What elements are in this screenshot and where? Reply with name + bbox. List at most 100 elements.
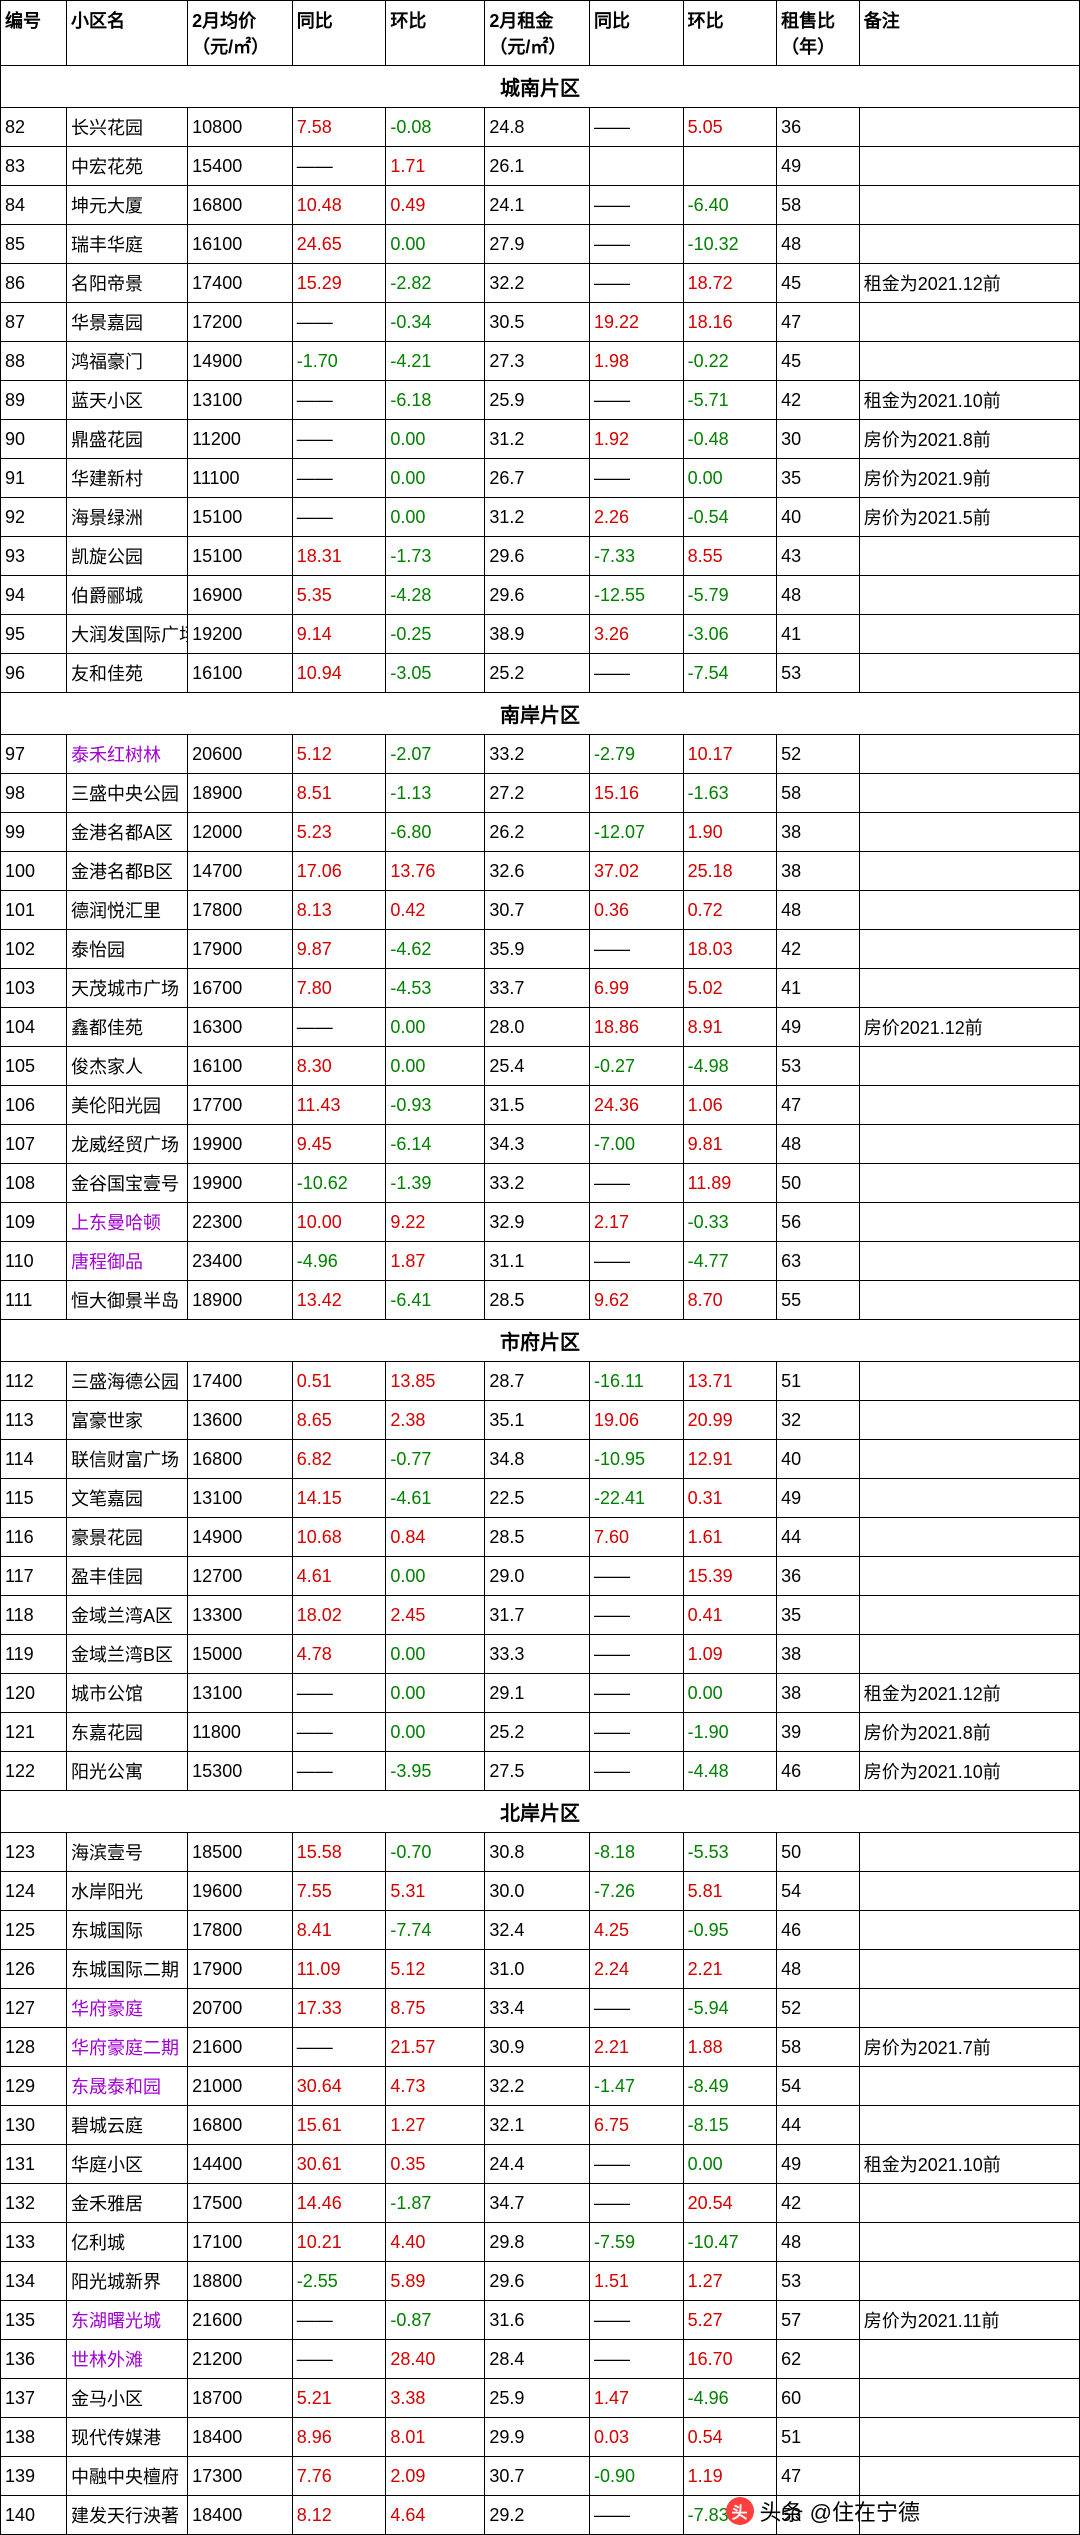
cell: 7.80 [292,969,386,1008]
cell: 106 [1,1086,67,1125]
cell: 27.9 [485,225,590,264]
cell: 18500 [188,1833,293,1872]
section-title: 城南片区 [1,66,1080,108]
cell: 28.7 [485,1362,590,1401]
table-row: 133亿利城1710010.214.4029.8-7.59-10.4748 [1,2223,1080,2262]
cell: 5.27 [683,2301,777,2340]
cell: 2.38 [386,1401,485,1440]
cell: 5.35 [292,576,386,615]
cell: 13300 [188,1596,293,1635]
table-row: 88鸿福豪门14900-1.70-4.2127.31.98-0.2245 [1,342,1080,381]
cell: 42 [777,381,860,420]
cell: 49 [777,1479,860,1518]
cell: 84 [1,186,67,225]
cell: -0.95 [683,1911,777,1950]
cell: 7.76 [292,2457,386,2496]
column-header: 小区名 [67,1,188,66]
cell: 10.17 [683,735,777,774]
cell: 美伦阳光园 [67,1086,188,1125]
cell: 泰怡园 [67,930,188,969]
table-row: 119金域兰湾B区150004.780.0033.3——1.0938 [1,1635,1080,1674]
table-row: 139中融中央檀府173007.762.0930.7-0.901.1947 [1,2457,1080,2496]
table-row: 118金域兰湾A区1330018.022.4531.7——0.4135 [1,1596,1080,1635]
cell: -1.90 [683,1713,777,1752]
cell: -4.62 [386,930,485,969]
cell: —— [590,2496,684,2535]
cell: 18400 [188,2496,293,2535]
cell: -1.39 [386,1164,485,1203]
cell: 0.41 [683,1596,777,1635]
cell: 46 [777,1911,860,1950]
cell: 世林外滩 [67,2340,188,2379]
table-row: 126东城国际二期1790011.095.1231.02.242.2148 [1,1950,1080,1989]
cell: 121 [1,1713,67,1752]
cell: 30.7 [485,2457,590,2496]
cell: 11.09 [292,1950,386,1989]
cell: -7.59 [590,2223,684,2262]
cell: 16800 [188,1440,293,1479]
cell: —— [590,1596,684,1635]
cell: -4.48 [683,1752,777,1791]
cell: 99 [1,813,67,852]
cell: 0.31 [683,1479,777,1518]
cell [859,1362,1079,1401]
table-row: 87华景嘉园17200——-0.3430.519.2218.1647 [1,303,1080,342]
cell: 5.23 [292,813,386,852]
cell [859,774,1079,813]
cell [859,186,1079,225]
cell: 102 [1,930,67,969]
cell: -8.15 [683,2106,777,2145]
cell: 租金为2021.10前 [859,2145,1079,2184]
cell: 35.9 [485,930,590,969]
cell: 17400 [188,1362,293,1401]
cell [859,852,1079,891]
cell: -6.18 [386,381,485,420]
cell: 11100 [188,459,293,498]
cell: 32.2 [485,264,590,303]
cell: -0.87 [386,2301,485,2340]
cell: 46 [777,1752,860,1791]
table-row: 104鑫都佳苑16300——0.0028.018.868.9149房价2021.… [1,1008,1080,1047]
table-row: 92海景绿洲15100——0.0031.22.26-0.5440房价为2021.… [1,498,1080,537]
cell: 41 [777,615,860,654]
cell: 13.85 [386,1362,485,1401]
table-row: 93凯旋公园1510018.31-1.7329.6-7.338.5543 [1,537,1080,576]
cell: 25.4 [485,1047,590,1086]
cell: 海滨壹号 [67,1833,188,1872]
cell: —— [292,1713,386,1752]
cell: 108 [1,1164,67,1203]
cell: 17900 [188,1950,293,1989]
cell: -10.32 [683,225,777,264]
cell: —— [590,381,684,420]
cell: —— [590,1557,684,1596]
cell: —— [590,225,684,264]
cell: 8.96 [292,2418,386,2457]
column-header: 同比 [590,1,684,66]
cell: 18400 [188,2418,293,2457]
cell [859,1989,1079,2028]
cell: 17800 [188,1911,293,1950]
cell: 88 [1,342,67,381]
cell: -0.90 [590,2457,684,2496]
cell: 34.3 [485,1125,590,1164]
cell: 92 [1,498,67,537]
cell: 12700 [188,1557,293,1596]
cell: 阳光城新界 [67,2262,188,2301]
cell: —— [590,1713,684,1752]
table-row: 90鼎盛花园11200——0.0031.21.92-0.4830房价为2021.… [1,420,1080,459]
cell: -0.48 [683,420,777,459]
cell [859,1950,1079,1989]
cell: 12.91 [683,1440,777,1479]
cell: 30.0 [485,1872,590,1911]
cell: 16700 [188,969,293,1008]
cell: 11800 [188,1713,293,1752]
cell: 110 [1,1242,67,1281]
cell: 0.00 [683,2145,777,2184]
cell: —— [590,1242,684,1281]
cell: 16100 [188,1047,293,1086]
cell: 30.9 [485,2028,590,2067]
cell: 123 [1,1833,67,1872]
cell: 名阳帝景 [67,264,188,303]
table-row: 136世林外滩21200——28.4028.4——16.7062 [1,2340,1080,2379]
cell: 15.39 [683,1557,777,1596]
